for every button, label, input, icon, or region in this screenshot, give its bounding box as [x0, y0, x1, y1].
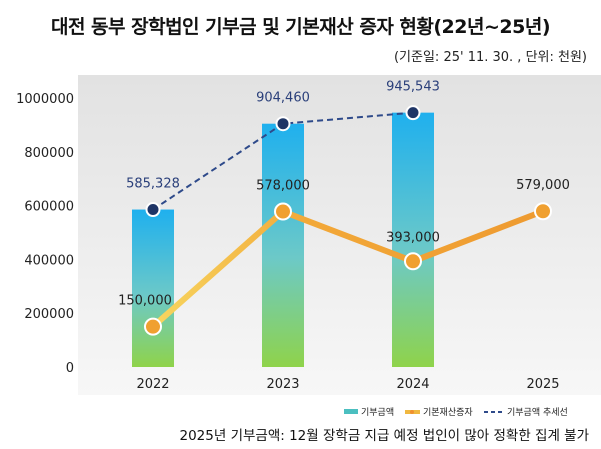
bar-2022 [132, 209, 174, 367]
footnote: 2025년 기부금액: 12월 장학금 지급 예정 법인이 많아 정확한 집계 … [179, 428, 590, 444]
trend-point [405, 105, 421, 121]
legend-label: 기본재산증자 [423, 407, 473, 418]
bar-data-label: 585,328 [126, 177, 180, 192]
bar-data-label: 945,543 [386, 80, 440, 95]
increase-data-label: 578,000 [256, 179, 310, 194]
bar-2024 [392, 112, 434, 368]
y-tick-label: 400000 [24, 253, 74, 268]
legend-line-marker [410, 410, 414, 414]
y-tick-label: 800000 [24, 146, 74, 161]
increase-point [274, 202, 292, 221]
increase-point [144, 317, 162, 336]
x-tick-label: 2025 [526, 377, 559, 392]
bar-data-label: 904,460 [256, 91, 310, 106]
bar-2023 [262, 123, 304, 367]
increase-point [534, 202, 552, 221]
y-tick-label: 200000 [24, 307, 74, 322]
legend-label: 기부금액 [361, 406, 394, 418]
legend-bar-swatch [344, 409, 358, 414]
trend-point [275, 116, 291, 132]
y-tick-label: 0 [66, 361, 74, 376]
increase-point [404, 252, 422, 271]
y-tick-label: 600000 [24, 200, 74, 215]
increase-data-label: 150,000 [118, 294, 172, 309]
chart-title: 대전 동부 장학법인 기부금 및 기본재산 증자 현황(22년~25년) [50, 16, 551, 38]
legend-label: 기부금액 추세선 [507, 406, 568, 418]
trend-point [145, 202, 161, 218]
increase-data-label: 579,000 [516, 178, 570, 193]
increase-data-label: 393,000 [386, 230, 440, 245]
y-tick-label: 1000000 [16, 92, 74, 107]
x-tick-label: 2022 [136, 377, 169, 392]
x-tick-label: 2023 [266, 377, 299, 392]
increase-line [151, 208, 545, 329]
x-tick-label: 2024 [396, 377, 429, 392]
chart-subtitle: (기준일: 25' 11. 30. , 단위: 천원) [393, 50, 587, 65]
